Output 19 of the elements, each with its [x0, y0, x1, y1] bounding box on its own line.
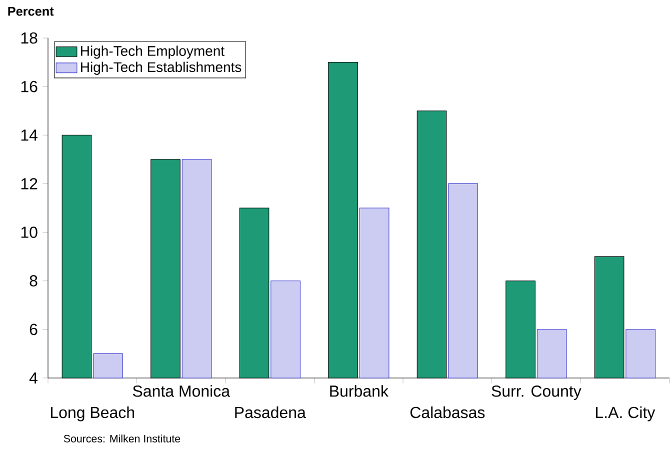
x-tick-label: Surr. County	[492, 385, 582, 400]
x-tick-label: Burbank	[330, 385, 388, 397]
y-tick-label: 12	[21, 178, 38, 190]
y-tick-label: 6	[30, 324, 38, 336]
y-tick-label: 14	[21, 130, 38, 141]
x-tick-label: Pasadena	[235, 406, 306, 418]
y-tick-label: 16	[21, 80, 38, 92]
y-tick-label: 8	[30, 275, 38, 286]
legend-label: High-Tech Employment	[81, 46, 224, 59]
x-tick-label: Long Beach	[51, 406, 134, 422]
y-tick-label: 18	[21, 32, 38, 44]
x-tick-label: L.A. City	[596, 406, 656, 422]
legend-label: High-Tech Establishments	[81, 62, 242, 75]
y-tick-label: 4	[29, 372, 38, 384]
x-tick-label: Santa Monica	[132, 385, 230, 397]
x-tick-label: Calabasas	[410, 406, 485, 418]
source-note: Sources: Milken Institute	[64, 434, 180, 442]
y-axis-title: Percent	[8, 6, 54, 16]
y-tick-label: 10	[21, 226, 38, 238]
